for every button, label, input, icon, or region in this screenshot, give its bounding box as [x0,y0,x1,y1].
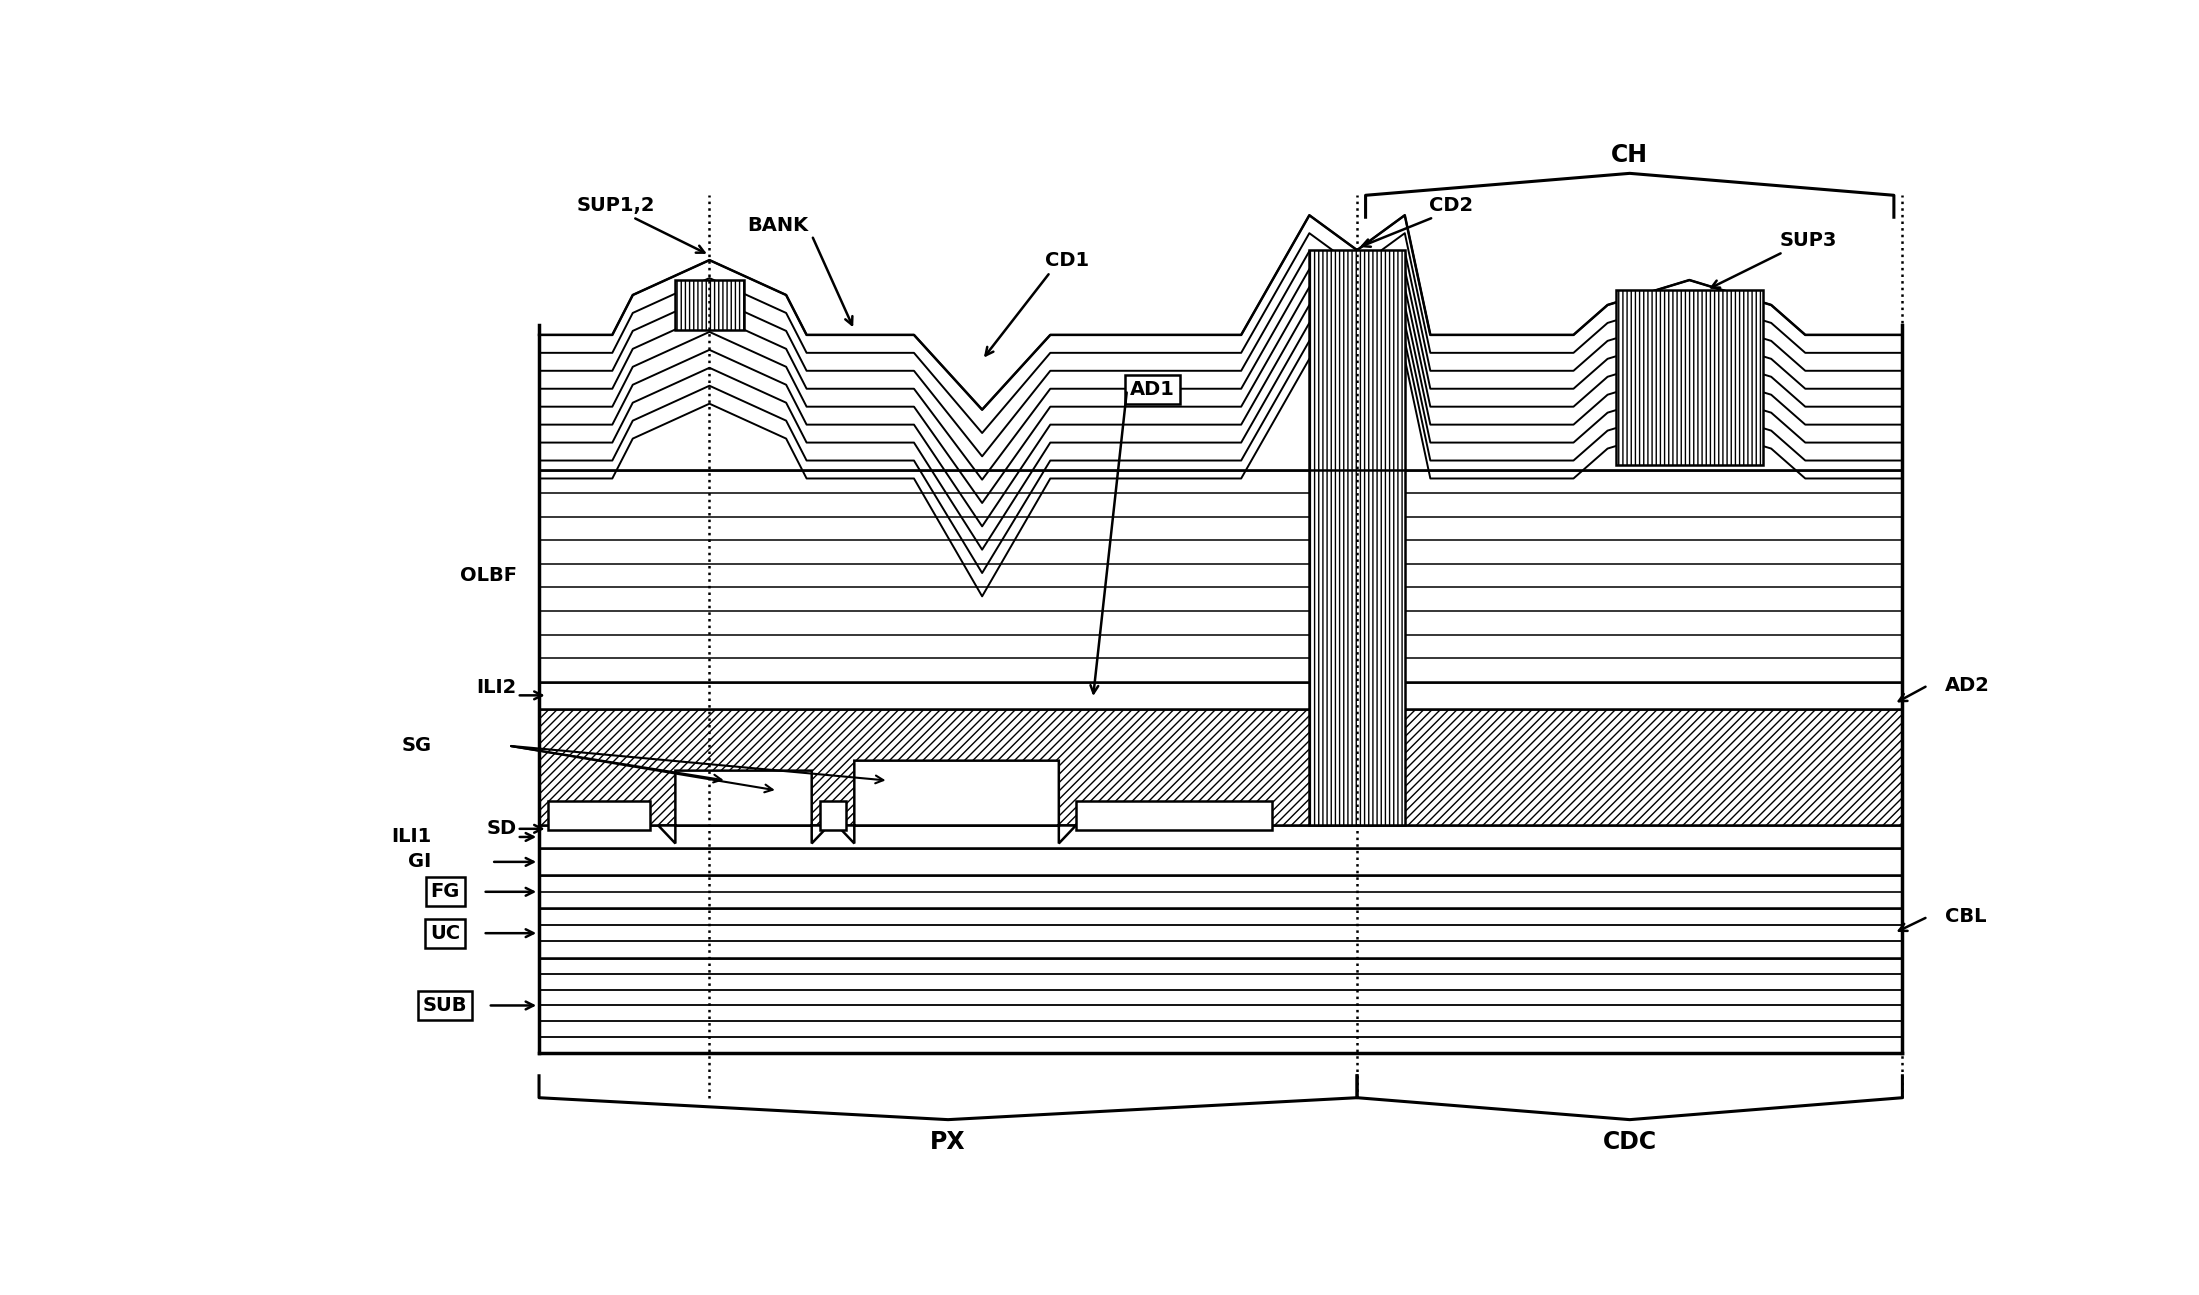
Text: ILI2: ILI2 [477,677,517,697]
Polygon shape [838,760,1075,843]
Polygon shape [539,825,1902,848]
Text: AD2: AD2 [1946,676,1990,695]
Text: OLBF: OLBF [460,566,517,585]
Polygon shape [539,215,1902,470]
Polygon shape [548,800,651,830]
Polygon shape [820,800,847,830]
Text: BANK: BANK [748,216,809,234]
Polygon shape [675,280,743,330]
Polygon shape [1308,250,1405,825]
Text: CBL: CBL [1946,908,1986,926]
Text: FG: FG [431,882,460,901]
Text: CD1: CD1 [1045,251,1089,269]
Polygon shape [539,958,1902,1053]
Text: SUB: SUB [422,996,468,1015]
Text: CD2: CD2 [1429,196,1473,215]
Polygon shape [539,682,1902,708]
Text: ILI1: ILI1 [391,828,431,847]
Polygon shape [1075,800,1271,830]
Polygon shape [539,848,1902,875]
Text: UC: UC [431,923,460,943]
Text: CDC: CDC [1603,1129,1656,1154]
Polygon shape [539,875,1902,908]
Polygon shape [539,708,1902,825]
Text: AD1: AD1 [1130,381,1174,399]
Text: CH: CH [1612,144,1649,167]
Polygon shape [539,908,1902,958]
Text: SD: SD [486,820,517,838]
Text: SUP3: SUP3 [1779,231,1838,250]
Text: SG: SG [402,737,431,755]
Polygon shape [658,771,829,843]
Text: GI: GI [409,852,431,872]
Text: PX: PX [930,1129,965,1154]
Text: SUP1,2: SUP1,2 [576,196,655,215]
Polygon shape [1616,290,1764,465]
Polygon shape [539,470,1902,682]
